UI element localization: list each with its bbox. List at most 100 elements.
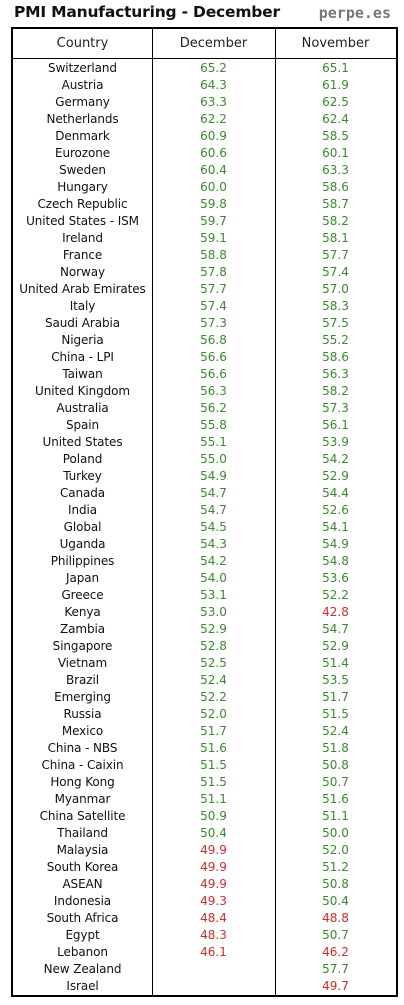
table-row: Greece 53.1 52.2 — [13, 587, 396, 604]
november-cell: 50.7 — [322, 775, 349, 789]
country-cell: United Arab Emirates — [19, 282, 146, 296]
december-cell: 60.4 — [200, 163, 227, 177]
november-cell: 42.8 — [322, 605, 349, 619]
december-cell: 52.2 — [200, 690, 227, 704]
header-november: November — [301, 36, 370, 51]
december-cell: 52.0 — [200, 707, 227, 721]
table-row: United Kingdom 56.3 58.2 — [13, 383, 396, 400]
november-cell: 53.6 — [322, 571, 349, 585]
country-cell: Singapore — [52, 639, 113, 653]
country-cell: Uganda — [59, 537, 106, 551]
table-row: Switzerland 65.2 65.1 — [13, 60, 396, 77]
table-row: Canada 54.7 54.4 — [13, 485, 396, 502]
november-cell: 58.3 — [322, 299, 349, 313]
december-cell: 52.9 — [200, 622, 227, 636]
country-cell: ASEAN — [62, 877, 103, 891]
table-row: Czech Republic 59.8 58.7 — [13, 196, 396, 213]
country-cell: United Kingdom — [35, 384, 130, 398]
december-cell: 64.3 — [200, 78, 227, 92]
december-cell: 54.0 — [200, 571, 227, 585]
country-cell: South Africa — [46, 911, 119, 925]
november-cell: 51.6 — [322, 792, 349, 806]
december-cell: 56.6 — [200, 367, 227, 381]
pmi-table: Country December November Switzerland 65.… — [11, 27, 398, 997]
november-cell: 58.2 — [322, 384, 349, 398]
december-cell: 60.9 — [200, 129, 227, 143]
page-title: PMI Manufacturing - December — [14, 3, 280, 21]
table-row: New Zealand 57.7 — [13, 961, 396, 978]
country-cell: Saudi Arabia — [45, 316, 120, 330]
november-cell: 51.2 — [322, 860, 349, 874]
country-cell: Emerging — [54, 690, 111, 704]
december-cell: 50.4 — [200, 826, 227, 840]
table-row: Austria 64.3 61.9 — [13, 77, 396, 94]
november-cell: 56.1 — [322, 418, 349, 432]
december-cell: 62.2 — [200, 112, 227, 126]
december-cell: 51.6 — [200, 741, 227, 755]
december-cell: 48.4 — [200, 911, 227, 925]
country-cell: Brazil — [66, 673, 99, 687]
december-cell: 59.7 — [200, 214, 227, 228]
table-row: Mexico 51.7 52.4 — [13, 723, 396, 740]
december-cell: 57.7 — [200, 282, 227, 296]
november-cell: 51.4 — [322, 656, 349, 670]
country-cell: South Korea — [46, 860, 119, 874]
november-cell: 54.2 — [322, 452, 349, 466]
december-cell: 55.8 — [200, 418, 227, 432]
table-row: China - Caixin 51.5 50.8 — [13, 757, 396, 774]
november-cell: 57.5 — [322, 316, 349, 330]
country-cell: India — [68, 503, 97, 517]
november-cell: 50.7 — [322, 928, 349, 942]
country-cell: Philippines — [50, 554, 115, 568]
country-cell: Hungary — [57, 180, 108, 194]
december-cell: 56.2 — [200, 401, 227, 415]
table-row: Australia 56.2 57.3 — [13, 400, 396, 417]
country-cell: Russia — [63, 707, 102, 721]
table-row: Zambia 52.9 54.7 — [13, 621, 396, 638]
december-cell: 54.2 — [200, 554, 227, 568]
november-cell: 57.4 — [322, 265, 349, 279]
table-row: Thailand 50.4 50.0 — [13, 825, 396, 842]
country-cell: Czech Republic — [37, 197, 128, 211]
november-cell: 54.4 — [322, 486, 349, 500]
table-row: Egypt 48.3 50.7 — [13, 927, 396, 944]
table-row: Malaysia 49.9 52.0 — [13, 842, 396, 859]
december-cell: 56.6 — [200, 350, 227, 364]
table-row: Taiwan 56.6 56.3 — [13, 366, 396, 383]
november-cell: 60.1 — [322, 146, 349, 160]
table-row: Indonesia 49.3 50.4 — [13, 893, 396, 910]
december-cell: 55.1 — [200, 435, 227, 449]
december-cell — [152, 978, 275, 995]
november-cell: 55.2 — [322, 333, 349, 347]
country-cell: Nigeria — [61, 333, 104, 347]
december-cell: 57.8 — [200, 265, 227, 279]
december-cell: 54.3 — [200, 537, 227, 551]
country-cell: Malaysia — [56, 843, 109, 857]
november-cell: 52.0 — [322, 843, 349, 857]
country-cell: Lebanon — [57, 945, 108, 959]
november-cell: 51.7 — [322, 690, 349, 704]
country-cell: Japan — [66, 571, 99, 585]
december-cell: 49.9 — [200, 860, 227, 874]
country-cell: Germany — [55, 95, 110, 109]
country-cell: Indonesia — [53, 894, 112, 908]
december-cell: 51.7 — [200, 724, 227, 738]
december-cell: 51.5 — [200, 775, 227, 789]
table-row: India 54.7 52.6 — [13, 502, 396, 519]
country-cell: Switzerland — [48, 61, 117, 75]
table-row: Nigeria 56.8 55.2 — [13, 332, 396, 349]
november-cell: 50.8 — [322, 877, 349, 891]
country-cell: Austria — [61, 78, 104, 92]
november-cell: 52.2 — [322, 588, 349, 602]
november-cell: 56.3 — [322, 367, 349, 381]
november-cell: 58.7 — [322, 197, 349, 211]
country-cell: Thailand — [57, 826, 108, 840]
table-row: Saudi Arabia 57.3 57.5 — [13, 315, 396, 332]
table-row: Kenya 53.0 42.8 — [13, 604, 396, 621]
table-row: Uganda 54.3 54.9 — [13, 536, 396, 553]
december-cell: 53.0 — [200, 605, 227, 619]
country-cell: China - LPI — [51, 350, 114, 364]
table-row: Norway 57.8 57.4 — [13, 264, 396, 281]
country-cell: France — [62, 248, 103, 262]
table-row: Denmark 60.9 58.5 — [13, 128, 396, 145]
